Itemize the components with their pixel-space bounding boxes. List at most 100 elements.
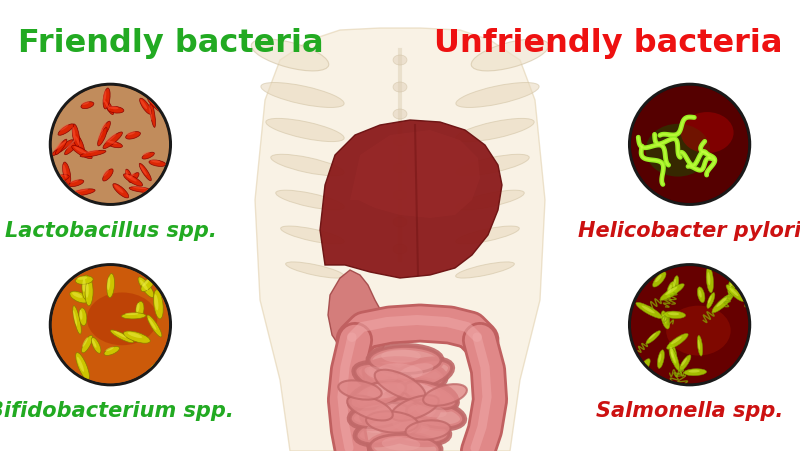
Ellipse shape	[149, 105, 152, 120]
Ellipse shape	[356, 416, 420, 444]
Ellipse shape	[125, 313, 138, 315]
Ellipse shape	[147, 365, 154, 376]
Ellipse shape	[382, 416, 449, 444]
Ellipse shape	[367, 383, 405, 399]
Ellipse shape	[261, 83, 344, 107]
Ellipse shape	[146, 362, 158, 382]
Ellipse shape	[642, 305, 654, 313]
Ellipse shape	[107, 106, 124, 113]
Ellipse shape	[154, 290, 163, 319]
Ellipse shape	[637, 359, 650, 378]
Ellipse shape	[684, 369, 706, 376]
Text: Salmonella spp.: Salmonella spp.	[596, 401, 783, 421]
Ellipse shape	[665, 287, 677, 295]
Ellipse shape	[54, 141, 66, 151]
Ellipse shape	[104, 100, 110, 110]
Ellipse shape	[70, 179, 78, 183]
Ellipse shape	[106, 274, 114, 298]
Ellipse shape	[98, 128, 107, 146]
Ellipse shape	[338, 380, 382, 400]
Ellipse shape	[123, 174, 142, 186]
Ellipse shape	[662, 314, 666, 323]
Ellipse shape	[411, 384, 441, 398]
Text: Unfriendly bacteria: Unfriendly bacteria	[434, 28, 782, 59]
Ellipse shape	[52, 175, 63, 178]
Ellipse shape	[129, 187, 154, 193]
Ellipse shape	[698, 336, 702, 356]
Ellipse shape	[347, 396, 393, 420]
Ellipse shape	[86, 283, 89, 298]
Ellipse shape	[636, 302, 662, 318]
Ellipse shape	[92, 339, 97, 348]
Circle shape	[631, 266, 748, 383]
Ellipse shape	[707, 272, 710, 285]
Ellipse shape	[670, 346, 679, 370]
Ellipse shape	[362, 399, 438, 428]
Polygon shape	[328, 270, 388, 358]
Ellipse shape	[142, 279, 150, 286]
Ellipse shape	[679, 355, 691, 371]
Ellipse shape	[658, 350, 664, 368]
Ellipse shape	[456, 119, 534, 142]
Ellipse shape	[712, 294, 734, 313]
Ellipse shape	[375, 402, 417, 416]
Ellipse shape	[122, 313, 146, 319]
Ellipse shape	[87, 292, 158, 345]
Ellipse shape	[69, 180, 84, 187]
Ellipse shape	[379, 364, 423, 379]
Ellipse shape	[393, 190, 407, 200]
Ellipse shape	[53, 96, 61, 105]
Ellipse shape	[106, 141, 122, 148]
Ellipse shape	[415, 405, 446, 418]
Ellipse shape	[140, 280, 148, 291]
Ellipse shape	[671, 351, 676, 364]
Circle shape	[52, 266, 169, 383]
Ellipse shape	[149, 100, 159, 108]
Circle shape	[631, 86, 748, 203]
Ellipse shape	[370, 434, 440, 451]
Ellipse shape	[655, 275, 662, 282]
Text: Helicobacter pylori: Helicobacter pylori	[578, 221, 800, 241]
Ellipse shape	[382, 437, 420, 451]
Ellipse shape	[456, 226, 519, 244]
Ellipse shape	[107, 277, 110, 290]
Ellipse shape	[75, 276, 93, 284]
Ellipse shape	[698, 287, 705, 303]
Ellipse shape	[393, 55, 407, 65]
Ellipse shape	[72, 145, 92, 159]
Ellipse shape	[397, 381, 435, 397]
Ellipse shape	[393, 82, 407, 92]
Ellipse shape	[668, 312, 679, 315]
Ellipse shape	[673, 276, 678, 293]
Circle shape	[628, 263, 751, 387]
Ellipse shape	[142, 152, 150, 156]
Ellipse shape	[381, 349, 421, 363]
Ellipse shape	[653, 272, 666, 287]
Ellipse shape	[730, 288, 738, 296]
Ellipse shape	[251, 39, 329, 71]
Ellipse shape	[75, 134, 85, 152]
Ellipse shape	[72, 292, 82, 298]
Ellipse shape	[668, 285, 672, 293]
Ellipse shape	[708, 295, 712, 304]
Ellipse shape	[123, 331, 150, 343]
Ellipse shape	[129, 173, 139, 182]
Ellipse shape	[77, 357, 84, 372]
Ellipse shape	[393, 419, 430, 433]
Ellipse shape	[85, 279, 93, 306]
Ellipse shape	[74, 189, 88, 192]
Ellipse shape	[82, 337, 88, 347]
Ellipse shape	[406, 420, 450, 440]
Ellipse shape	[142, 152, 154, 159]
Ellipse shape	[104, 346, 119, 355]
Ellipse shape	[689, 370, 700, 373]
Ellipse shape	[355, 364, 415, 392]
Ellipse shape	[369, 346, 441, 373]
Ellipse shape	[148, 98, 164, 113]
Ellipse shape	[366, 411, 418, 433]
Ellipse shape	[266, 119, 344, 142]
Ellipse shape	[404, 381, 456, 409]
Circle shape	[631, 266, 748, 383]
Circle shape	[49, 263, 172, 387]
Ellipse shape	[101, 121, 110, 137]
